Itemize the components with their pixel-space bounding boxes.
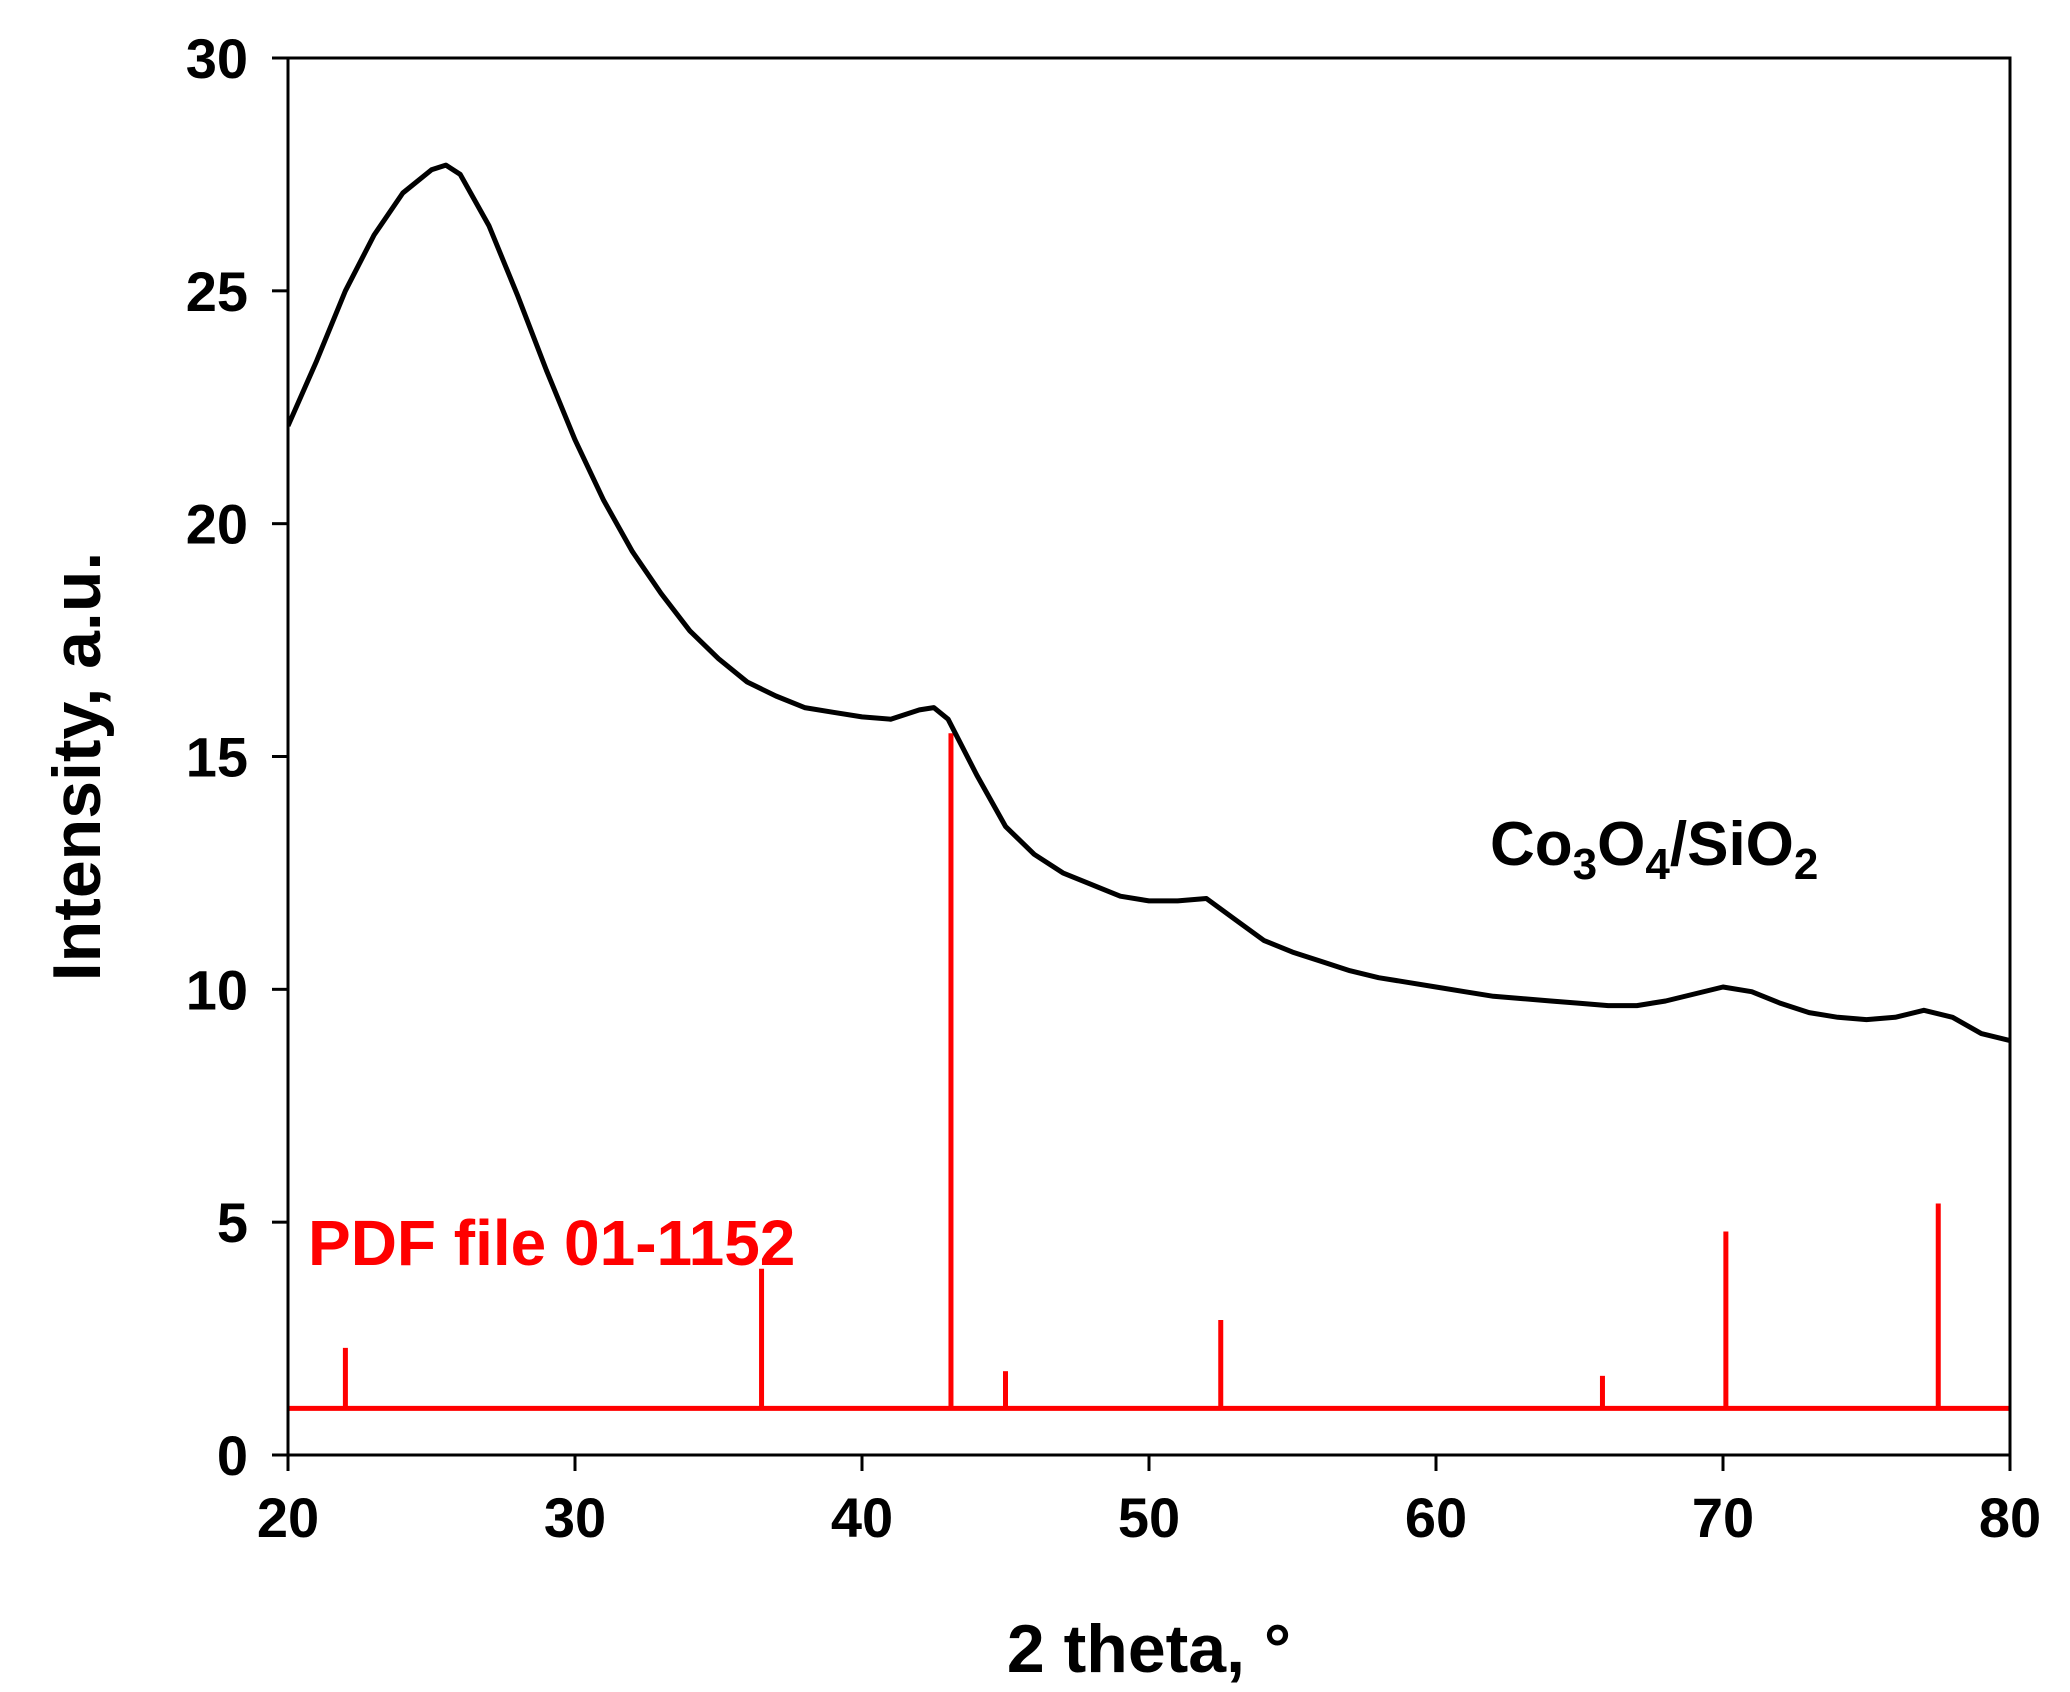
x-tick-label: 40 xyxy=(831,1486,893,1549)
sample-label-part: O xyxy=(1597,810,1645,879)
y-tick-label: 25 xyxy=(186,260,248,323)
sample-label-part: Co xyxy=(1490,810,1573,879)
reference-pattern xyxy=(288,733,2010,1411)
y-axis-label: Intensity, a.u. xyxy=(39,552,115,981)
reference-label: PDF file 01-1152 xyxy=(308,1207,795,1279)
x-tick-label: 30 xyxy=(544,1486,606,1549)
series-line-co3o4-sio2 xyxy=(288,162,2010,1044)
series-layer xyxy=(288,162,2010,1044)
sample-label-subscript: 4 xyxy=(1645,840,1670,889)
x-tick-label: 50 xyxy=(1118,1486,1180,1549)
x-tick-label: 20 xyxy=(257,1486,319,1549)
y-tick-label: 0 xyxy=(217,1424,248,1487)
y-tick-label: 20 xyxy=(186,493,248,556)
ticks: 20 30 40 50 60 70 80 0 5 10 15 20 25 30 xyxy=(186,27,2041,1549)
sample-label-subscript: 3 xyxy=(1573,840,1597,889)
y-tick-label: 30 xyxy=(186,27,248,90)
y-tick-label: 15 xyxy=(186,726,248,789)
x-tick-label: 60 xyxy=(1405,1486,1467,1549)
sample-label-part: /SiO xyxy=(1670,810,1794,879)
y-tick-label: 10 xyxy=(186,958,248,1021)
x-tick-label: 80 xyxy=(1979,1486,2041,1549)
sample-label-subscript: 2 xyxy=(1794,840,1818,889)
x-axis-label: 2 theta, ° xyxy=(1007,1611,1291,1687)
y-tick-label: 5 xyxy=(217,1191,248,1254)
x-tick-label: 70 xyxy=(1692,1486,1754,1549)
sample-label: Co3O4/SiO2 xyxy=(1490,810,1818,889)
